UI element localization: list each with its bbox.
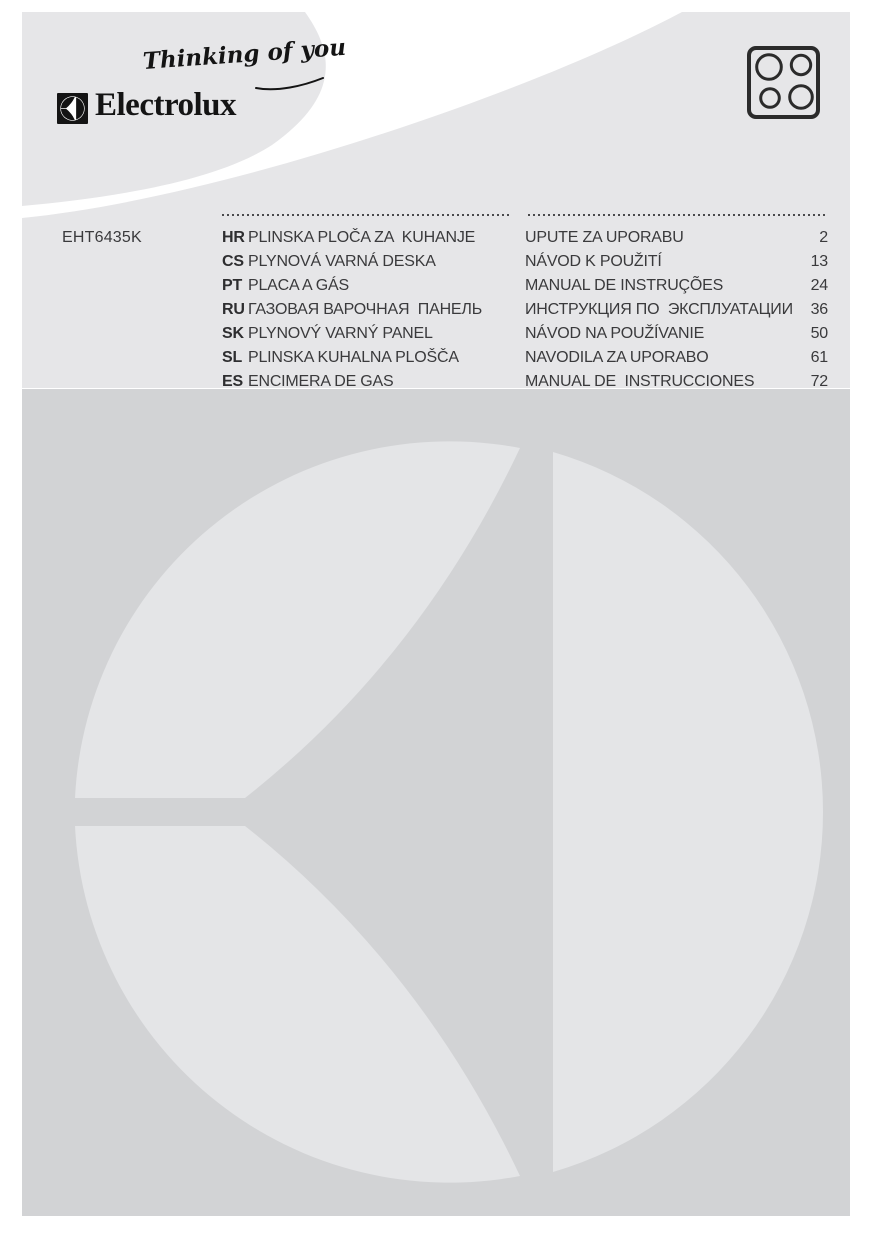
toc-manual-title: NÁVOD K POUŽITÍ	[525, 253, 662, 270]
burner-bottom-right-icon	[788, 84, 814, 110]
burner-top-left-icon	[755, 53, 783, 81]
toc-manual-title: NAVODILA ZA UPORABO	[525, 349, 709, 366]
burner-top-right-icon	[789, 53, 813, 77]
hob-cooktop-icon	[747, 46, 820, 119]
emblem-lower-petal	[75, 826, 520, 1183]
toc-row: SL PLINSKA KUHALNA PLOŠČA NAVODILA ZA UP…	[222, 346, 828, 370]
header-right-and-toc-band	[22, 12, 850, 388]
toc-page-number: 13	[810, 253, 829, 270]
toc-row: HR PLINSKA PLOČA ZA KUHANJE UPUTE ZA UPO…	[222, 226, 828, 250]
toc-page-number: 72	[810, 373, 829, 390]
toc-product-title: PLYNOVÝ VARNÝ PANEL	[248, 325, 433, 342]
toc-row: SK PLYNOVÝ VARNÝ PANEL NÁVOD NA POUŽÍVAN…	[222, 322, 828, 346]
toc-row: RU ГАЗОВАЯ ВАРОЧНАЯ ПАНЕЛЬ ИНСТРУКЦИЯ ПО…	[222, 298, 828, 322]
burner-bottom-left-icon	[759, 87, 781, 109]
electrolux-emblem-icon	[57, 93, 88, 124]
toc-product-title: PLYNOVÁ VARNÁ DESKA	[248, 253, 436, 270]
toc-leader-right	[528, 214, 828, 216]
toc-row: ES ENCIMERA DE GAS MANUAL DE INSTRUCCION…	[222, 370, 828, 394]
toc-product-title: PLACA A GÁS	[248, 277, 349, 294]
toc-manual-title: MANUAL DE INSTRUCCIONES	[525, 373, 755, 390]
toc-page-number: 2	[819, 229, 828, 246]
toc-manual-title: MANUAL DE INSTRUÇÕES	[525, 277, 724, 294]
toc-product-title: ENCIMERA DE GAS	[248, 373, 394, 390]
toc-leader-left	[222, 214, 512, 216]
toc-page-number: 61	[810, 349, 829, 366]
toc-manual-title: ИНСТРУКЦИЯ ПО ЭКСПЛУАТАЦИИ	[525, 301, 793, 318]
toc-manual-title: NÁVOD NA POUŽÍVANIE	[525, 325, 705, 342]
brand-wordmark: Electrolux	[95, 87, 237, 123]
emblem-upper-petal	[75, 441, 520, 798]
electrolux-emblem-watermark	[75, 441, 823, 1183]
toc-page-number: 24	[810, 277, 829, 294]
toc-page-number: 36	[810, 301, 829, 318]
toc-language-code: ES	[222, 373, 243, 390]
toc-language-code: HR	[222, 229, 245, 246]
toc-product-title: PLINSKA PLOČA ZA KUHANJE	[248, 229, 476, 246]
toc-row: CS PLYNOVÁ VARNÁ DESKA NÁVOD K POUŽITÍ 1…	[222, 250, 828, 274]
hob-frame	[747, 46, 820, 119]
toc-language-code: PT	[222, 277, 243, 294]
toc-row: PT PLACA A GÁS MANUAL DE INSTRUÇÕES 24	[222, 274, 828, 298]
toc-language-code: SK	[222, 325, 244, 342]
toc: HR PLINSKA PLOČA ZA KUHANJE UPUTE ZA UPO…	[222, 226, 828, 394]
toc-page-number: 50	[810, 325, 829, 342]
toc-product-title: PLINSKA KUHALNA PLOŠČA	[248, 349, 459, 366]
tagline-underline-swash-icon	[255, 77, 324, 91]
header-left-blob	[22, 12, 326, 206]
toc-product-title: ГАЗОВАЯ ВАРОЧНАЯ ПАНЕЛЬ	[248, 301, 482, 318]
model-number: EHT6435K	[62, 229, 142, 246]
toc-language-code: SL	[222, 349, 243, 366]
toc-language-code: RU	[222, 301, 245, 318]
toc-language-code: CS	[222, 253, 244, 270]
emblem-right-segment	[553, 452, 823, 1172]
toc-manual-title: UPUTE ZA UPORABU	[525, 229, 684, 246]
